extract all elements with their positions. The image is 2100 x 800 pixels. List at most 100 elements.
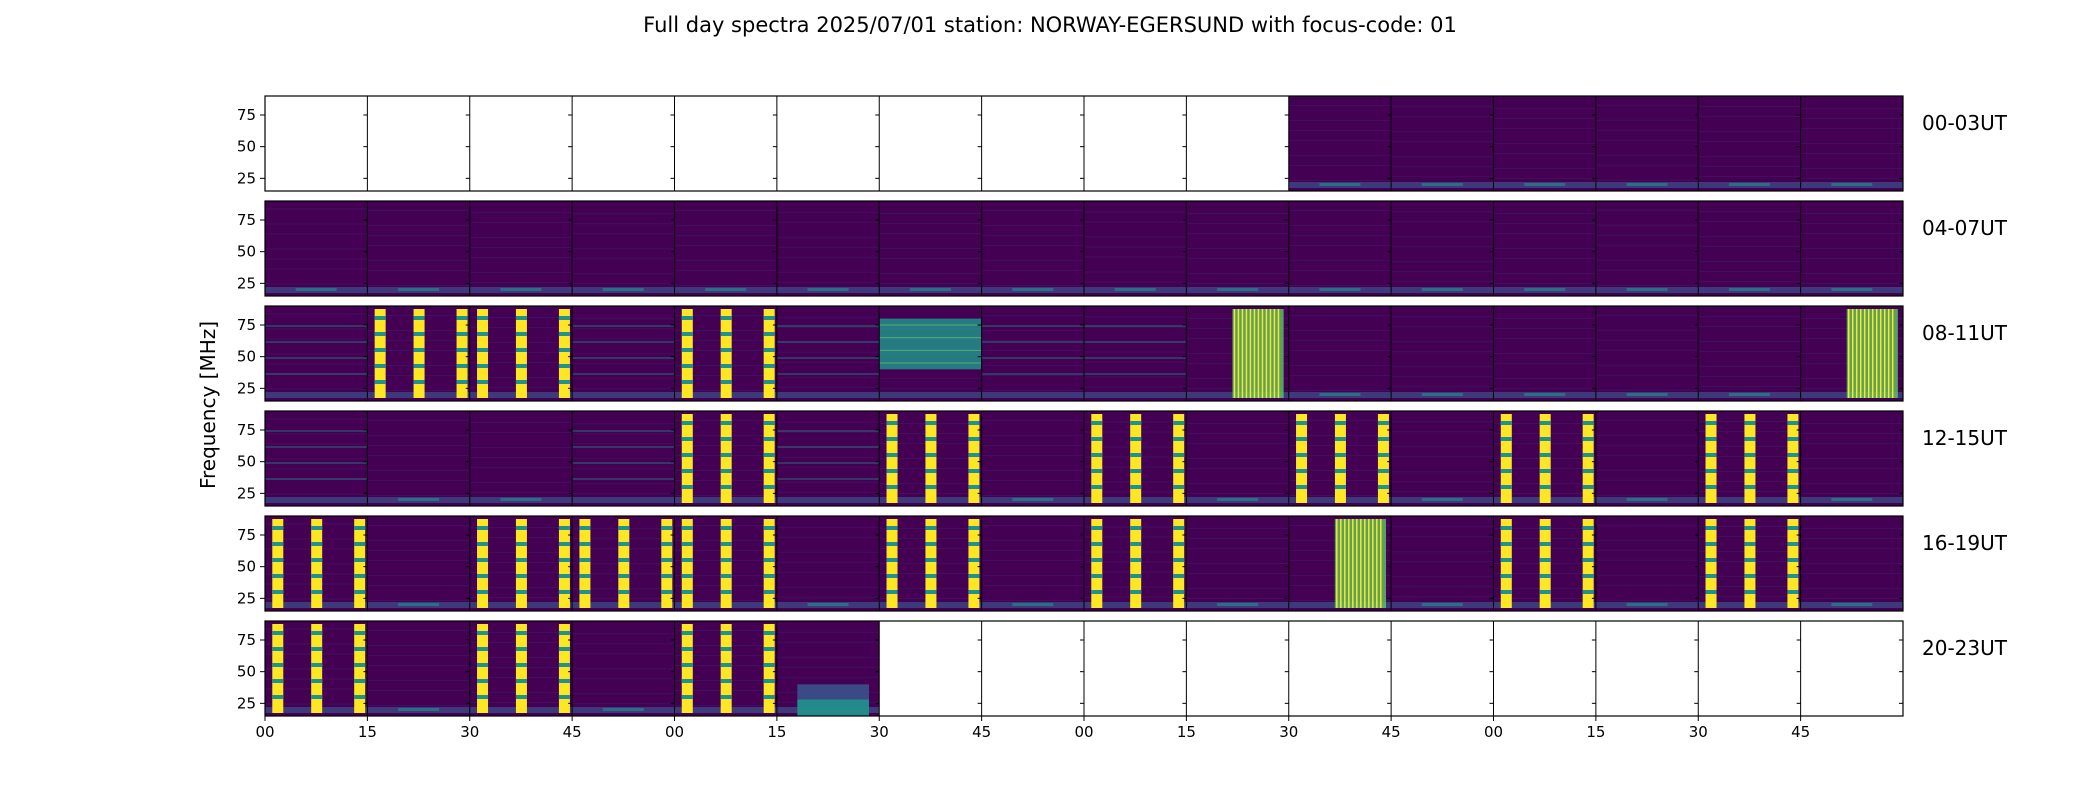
x-tick-label: 15 — [1177, 723, 1196, 741]
burst-stripe — [968, 469, 980, 473]
burst-stripe — [1091, 485, 1103, 489]
burst-stripe — [1744, 485, 1756, 489]
cell-background — [1391, 516, 1494, 611]
burst-stripe — [354, 590, 366, 594]
burst-stripe — [456, 348, 468, 352]
burst-stripe — [763, 647, 775, 651]
burst-stripe — [1500, 574, 1512, 578]
burst-stripe — [618, 526, 630, 530]
burst-column — [1744, 414, 1756, 503]
burst-stripe — [413, 364, 425, 368]
x-tick-label: 00 — [255, 723, 274, 741]
burst-stripe — [1173, 574, 1185, 578]
low-freq-burst — [1421, 603, 1463, 606]
burst-column — [1705, 519, 1717, 608]
burst-stripe — [681, 348, 693, 352]
burst-stripe — [1500, 590, 1512, 594]
burst-stripe — [477, 647, 489, 651]
cell-background — [776, 516, 880, 611]
burst-stripe — [681, 695, 693, 699]
burst-column — [1582, 519, 1594, 608]
burst-stripe — [456, 332, 468, 336]
burst-stripe — [763, 437, 775, 441]
burst-stripe — [1787, 453, 1799, 457]
low-freq-burst — [602, 288, 644, 291]
burst-stripe — [1705, 421, 1717, 425]
burst-stripe — [1377, 421, 1389, 425]
x-tick-label: 30 — [1689, 723, 1708, 741]
burst-stripe — [681, 526, 693, 530]
row-label: 08-11UT — [1922, 321, 2008, 345]
burst-stripe — [311, 542, 323, 546]
burst-stripe — [618, 558, 630, 562]
burst-column — [661, 519, 673, 608]
cell-background — [1186, 516, 1289, 611]
burst-stripe — [681, 663, 693, 667]
burst-stripe — [1582, 590, 1594, 594]
burst-stripe — [925, 574, 937, 578]
burst-column — [272, 519, 284, 608]
burst-stripe — [558, 631, 570, 635]
burst-stripe — [1582, 542, 1594, 546]
burst-stripe — [1173, 590, 1185, 594]
burst-column — [886, 414, 898, 503]
burst-stripe — [763, 526, 775, 530]
burst-stripe — [1744, 542, 1756, 546]
cell-background — [572, 306, 675, 401]
burst-column — [720, 414, 732, 503]
burst-stripe — [886, 558, 898, 562]
row-label: 16-19UT — [1922, 531, 2008, 555]
burst-stripe — [515, 647, 527, 651]
burst-stripe — [763, 332, 775, 336]
spectra-row: 75 50 25 00-03UT — [237, 95, 2008, 192]
burst-stripe — [720, 574, 732, 578]
burst-stripe — [477, 542, 489, 546]
burst-stripe — [763, 421, 775, 425]
burst-column — [1173, 519, 1185, 608]
x-tick-label: 15 — [767, 723, 786, 741]
y-tick-label: 75 — [237, 211, 256, 229]
spectra-grid: 75502500-03UT75502504-07UT75502508-11UT7… — [237, 95, 2008, 717]
low-freq-burst — [500, 498, 542, 501]
low-freq-block-core — [797, 699, 870, 716]
burst-column — [763, 414, 775, 503]
burst-column — [886, 519, 898, 608]
burst-column — [968, 414, 980, 503]
x-tick-label: 00 — [1484, 723, 1503, 741]
x-tick-label: 30 — [460, 723, 479, 741]
y-tick-label: 25 — [237, 379, 256, 397]
burst-stripe — [968, 558, 980, 562]
burst-stripe — [272, 558, 284, 562]
burst-stripe — [886, 485, 898, 489]
burst-stripe — [763, 695, 775, 699]
chart-title: Full day spectra 2025/07/01 station: NOR… — [643, 13, 1457, 37]
burst-stripe — [681, 453, 693, 457]
burst-stripe — [1705, 574, 1717, 578]
burst-stripe — [925, 558, 937, 562]
cell-background — [1595, 411, 1699, 506]
burst-stripe — [1091, 469, 1103, 473]
burst-column — [968, 519, 980, 608]
x-tick-label: 45 — [1382, 723, 1401, 741]
burst-column — [477, 309, 489, 398]
burst-stripe — [272, 679, 284, 683]
burst-stripe — [681, 679, 693, 683]
burst-stripe — [886, 437, 898, 441]
low-freq-burst — [398, 708, 440, 711]
burst-column — [374, 309, 386, 398]
burst-stripe — [886, 421, 898, 425]
burst-stripe — [558, 526, 570, 530]
burst-stripe — [515, 364, 527, 368]
burst-stripe — [681, 631, 693, 635]
burst-stripe — [720, 469, 732, 473]
cell-background — [572, 411, 675, 506]
burst-stripe — [1705, 542, 1717, 546]
burst-stripe — [456, 380, 468, 384]
burst-stripe — [1705, 526, 1717, 530]
row-label: 12-15UT — [1922, 426, 2008, 450]
burst-column — [354, 519, 366, 608]
burst-stripe — [374, 348, 386, 352]
cell-background — [1288, 201, 1392, 296]
burst-stripe — [1130, 526, 1142, 530]
burst-stripe — [354, 574, 366, 578]
